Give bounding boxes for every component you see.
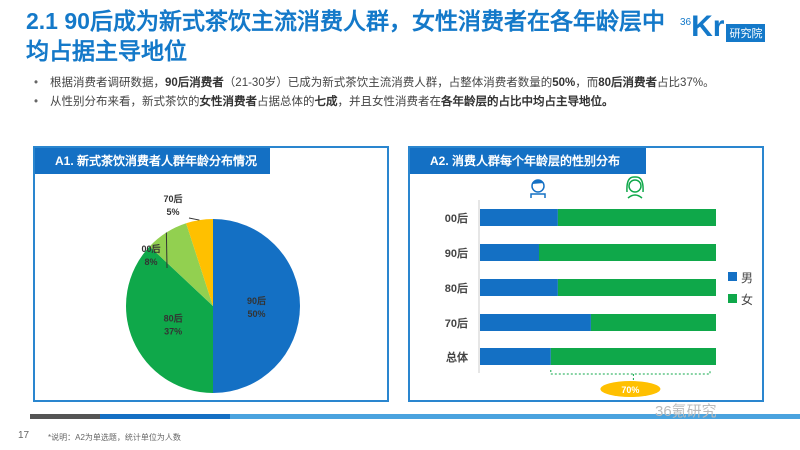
legend-label: 女 [741,292,753,307]
pie-label: 70后 [163,193,182,204]
pie-label: 00后 [141,243,160,254]
female-hair [626,176,644,193]
bar-category-label: 90后 [445,246,468,260]
bullet-list: 根据消费者调研数据，90后消费者（21-30岁）已成为新式茶饮主流消费人群，占整… [30,74,780,112]
page-number: 17 [18,430,30,441]
bullet-text: 从性别分布来看，新式茶饮的 [50,96,200,108]
bullet-text: 女性消费者 [199,96,258,108]
bar-female-0 [557,209,716,226]
pie-slice-90后 [213,219,300,393]
male-icon [530,179,546,198]
pie-pct: 37% [164,326,182,336]
footer-bar-dark [30,414,100,419]
female-body [627,194,643,199]
pie-title: A1. 新式茶饮消费者人群年龄分布情况 [35,148,270,174]
bar-male-0 [480,209,558,226]
bar-female-4 [550,348,716,365]
pie-chart: 90后 50% 80后 37% 00后 8% 70后 5% [125,193,300,393]
bar-title: A2. 消费人群每个年龄层的性别分布 [410,148,646,174]
pie-slice-80后 [125,246,213,393]
legend-label: 男 [741,271,753,285]
pie-label: 90后 [247,295,266,306]
bar-category-label: 80后 [445,281,468,295]
pie-leader-line [188,217,200,221]
pie-leader-line [165,232,168,269]
annotation-badge [600,381,661,397]
bar-male-3 [480,314,591,331]
bullet-text: 90后消费者 [165,77,224,89]
bar-category-label: 70后 [445,316,468,330]
watermark: 36氪研究 [655,403,717,420]
bullet-text: 七成 [314,96,338,108]
bullet-text: （21-30岁）已成为新式茶饮主流消费人群，占整体消费者数量的 [223,77,553,89]
logo-k: Kr [691,10,725,43]
bullet-text: 各年龄层的占比中均占主导地位。 [441,96,614,108]
bullet-item: 从性别分布来看，新式茶饮的女性消费者占据总体的七成，并且女性消费者在各年龄层的占… [30,93,780,112]
pie-pct: 50% [247,309,265,319]
bullet-text: 根据消费者调研数据， [50,77,165,89]
logo-sup: 36 [680,17,692,28]
pie-label: 80后 [164,312,183,323]
footer-bar-blue [100,414,230,419]
pie-pct: 8% [144,257,157,267]
bullet-text: 80后消费者 [598,77,658,89]
annotation-bracket [550,370,711,380]
bar-female-1 [539,244,716,261]
legend-swatch [728,294,737,303]
bullet-item: 根据消费者调研数据，90后消费者（21-30岁）已成为新式茶饮主流消费人群，占整… [30,74,780,93]
bar-male-4 [480,348,551,365]
bullet-text: 占比37%。 [657,77,715,89]
pie-slice-00后 [149,223,213,306]
bullet-text: ，并且女性消费者在 [337,96,442,108]
bullet-text: 50% [552,77,576,89]
logo-tag: 研究院 [726,24,766,42]
pie-slice-70后 [186,219,213,306]
logo: 36 Kr 研究院 [680,10,766,43]
page-title: 2.1 90后成为新式茶饮主流消费人群，女性消费者在各年龄层中均占据主导地位 [26,8,665,64]
footer-bar-light [230,414,800,419]
bar-female-3 [590,314,716,331]
pie-panel: A1. 新式茶饮消费者人群年龄分布情况 90后 50% 80后 37% 00后 8% 70后… [33,146,389,402]
legend-swatch [728,272,737,281]
bar-panel: A2. 消费人群每个年龄层的性别分布 00后 90后 80后 70后总体 男女 70% [408,146,764,402]
bullet-text: 占据总体的 [257,96,315,108]
female-head [628,179,642,193]
bullet-text: ，而 [575,77,599,89]
bar-category-label: 总体 [446,350,469,364]
bar-female-2 [557,279,716,296]
pie-pct: 5% [166,207,179,217]
footnote: *说明：A2为单选题，统计单位为人数 [48,433,181,442]
female-icon [626,176,644,199]
bar-male-1 [480,244,539,261]
annotation-text: 70% [621,385,639,395]
male-hair [532,179,544,184]
bar-male-2 [480,279,558,296]
male-body [530,193,546,198]
bar-category-label: 00后 [445,211,468,225]
